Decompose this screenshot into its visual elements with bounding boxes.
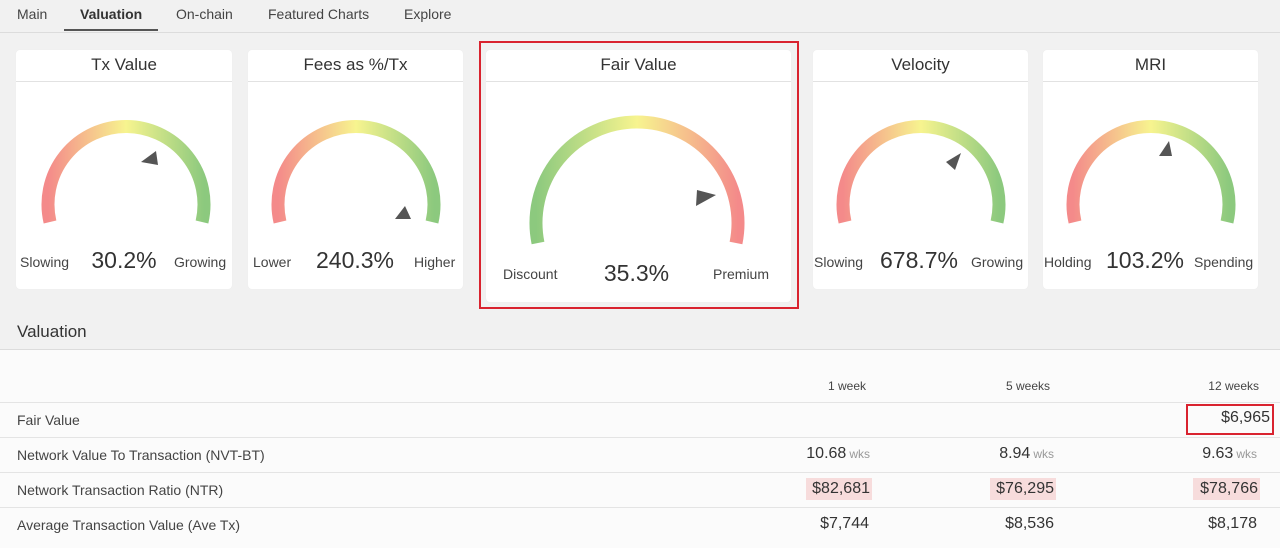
table-row-ave-tx: Average Transaction Value (Ave Tx) $7,74… <box>0 507 1280 543</box>
gauge-low-label: Slowing <box>814 254 864 270</box>
gauge-card-mri: MRI Holding 103.2% Spending <box>1043 50 1258 289</box>
cell-fair-value-12w: $6,965 <box>1221 409 1270 426</box>
tab-valuation[interactable]: Valuation <box>80 6 143 22</box>
column-header-5-weeks: 5 weeks <box>1005 379 1050 393</box>
gauge-value: 240.3% <box>315 247 394 273</box>
gauge-card-fees: Fees as %/Tx Lower 240.3% Higher <box>248 50 463 289</box>
table-row-fair-value: Fair Value $6,965 <box>0 402 1280 438</box>
tab-on-chain[interactable]: On-chain <box>176 6 233 22</box>
cell-value: 8.94 <box>999 445 1031 462</box>
cell-ntr-5w: $76,295 <box>990 478 1056 500</box>
gauge-dial <box>836 120 1006 224</box>
tab-featured-charts[interactable]: Featured Charts <box>268 6 370 22</box>
gauge-pointer-icon <box>395 206 411 219</box>
gauge-pointer-icon <box>946 153 961 170</box>
row-label: Network Value To Transaction (NVT-BT) <box>17 447 265 463</box>
cell-value: 9.63 <box>1202 445 1234 462</box>
cell-avetx-12w: $8,178 <box>1208 515 1257 532</box>
cell-unit: wks <box>1236 447 1257 461</box>
cell-unit: wks <box>849 447 870 461</box>
gauge-title: Tx Value <box>91 55 157 74</box>
column-header-1-week: 1 week <box>827 379 866 393</box>
gauge-value: 103.2% <box>1105 247 1184 273</box>
gauge-high-label: Higher <box>414 254 456 270</box>
gauge-card-velocity: Velocity Slowing 678.7% Growing <box>813 50 1028 289</box>
gauge-value: 678.7% <box>879 247 958 273</box>
valuation-table <box>0 350 1280 548</box>
row-label: Network Transaction Ratio (NTR) <box>17 482 224 498</box>
gauge-card-tx-value: Tx Value Slowing 30.2% Growing <box>16 50 232 289</box>
cell-ntr-12w: $78,766 <box>1193 478 1260 500</box>
gauge-low-label: Slowing <box>20 254 70 270</box>
column-header-12-weeks: 12 weeks <box>1208 379 1259 393</box>
section-title-valuation: Valuation <box>17 322 87 341</box>
gauge-pointer-icon <box>696 190 716 206</box>
gauge-dial <box>529 115 745 245</box>
gauge-value: 30.2% <box>91 247 157 273</box>
gauge-title: Fair Value <box>600 55 677 74</box>
table-row-nvt: Network Value To Transaction (NVT-BT) 10… <box>0 437 1280 473</box>
gauge-header: Velocity <box>813 50 1028 82</box>
cell-nvt-1w: 10.68 wks <box>780 445 870 463</box>
cell-nvt-12w: 9.63 wks <box>1160 445 1257 463</box>
cell-value: 10.68 <box>806 445 847 462</box>
gauge-dial <box>41 120 211 224</box>
gauge-title: MRI <box>1134 55 1167 74</box>
fair-value-12w-highlight <box>1186 404 1274 435</box>
gauge-header: Tx Value <box>16 50 232 82</box>
gauge-low-label: Discount <box>503 266 558 282</box>
tab-explore[interactable]: Explore <box>404 6 452 22</box>
gauge-high-label: Growing <box>971 254 1024 270</box>
cell-avetx-1w: $7,744 <box>820 515 869 532</box>
cell-avetx-5w: $8,536 <box>1005 515 1054 532</box>
fair-value-highlight <box>479 41 799 309</box>
tab-main[interactable]: Main <box>17 6 48 22</box>
cell-unit: wks <box>1033 447 1054 461</box>
gauge-header: MRI <box>1043 50 1258 82</box>
gauge-low-label: Lower <box>253 254 292 270</box>
active-tab-indicator <box>64 29 158 31</box>
gauge-pointer-icon <box>1159 141 1172 156</box>
gauge-header: Fair Value <box>486 50 791 82</box>
row-label: Average Transaction Value (Ave Tx) <box>17 517 241 533</box>
divider <box>0 349 1280 350</box>
gauge-high-label: Premium <box>713 266 770 282</box>
cell-nvt-5w: 8.94 wks <box>960 445 1054 463</box>
table-row-ntr: Network Transaction Ratio (NTR) $82,681 … <box>0 472 1280 508</box>
gauge-header: Fees as %/Tx <box>248 50 463 82</box>
gauge-high-label: Growing <box>174 254 227 270</box>
row-label: Fair Value <box>17 412 80 428</box>
gauge-low-label: Holding <box>1044 254 1092 270</box>
gauge-title: Velocity <box>891 55 950 74</box>
tab-bar: Main Valuation On-chain Featured Charts … <box>0 0 1280 33</box>
cell-ntr-1w: $82,681 <box>806 478 872 500</box>
gauge-dial <box>1066 120 1236 224</box>
gauge-value: 35.3% <box>603 260 670 286</box>
gauge-dial <box>271 120 441 224</box>
gauge-title: Fees as %/Tx <box>303 55 408 74</box>
gauge-card-fair-value: Fair Value Discount 35.3% Premium <box>486 50 791 302</box>
gauge-high-label: Spending <box>1194 254 1254 270</box>
gauge-pointer-icon <box>141 151 158 165</box>
